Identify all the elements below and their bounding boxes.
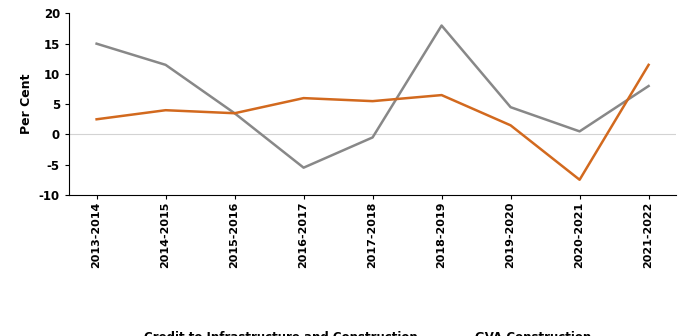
Credit to Infrastructure and Construction bbox=[644, 84, 653, 88]
GVA Construction bbox=[575, 178, 584, 182]
GVA Construction bbox=[644, 63, 653, 67]
Credit to Infrastructure and Construction bbox=[230, 111, 239, 115]
GVA Construction bbox=[92, 117, 101, 121]
GVA Construction bbox=[299, 96, 308, 100]
Credit to Infrastructure and Construction bbox=[368, 135, 377, 139]
GVA Construction bbox=[230, 111, 239, 115]
Credit to Infrastructure and Construction bbox=[437, 24, 446, 28]
GVA Construction bbox=[437, 93, 446, 97]
GVA Construction bbox=[506, 123, 515, 127]
Credit to Infrastructure and Construction bbox=[575, 129, 584, 133]
Y-axis label: Per Cent: Per Cent bbox=[20, 74, 33, 134]
Credit to Infrastructure and Construction bbox=[92, 42, 101, 46]
GVA Construction bbox=[161, 108, 170, 112]
Legend: Credit to Infrastructure and Construction, GVA Construction: Credit to Infrastructure and Constructio… bbox=[106, 331, 591, 336]
Line: GVA Construction: GVA Construction bbox=[97, 65, 649, 180]
GVA Construction bbox=[368, 99, 377, 103]
Credit to Infrastructure and Construction bbox=[161, 63, 170, 67]
Credit to Infrastructure and Construction bbox=[299, 166, 308, 170]
Credit to Infrastructure and Construction bbox=[506, 105, 515, 109]
Line: Credit to Infrastructure and Construction: Credit to Infrastructure and Constructio… bbox=[97, 26, 649, 168]
